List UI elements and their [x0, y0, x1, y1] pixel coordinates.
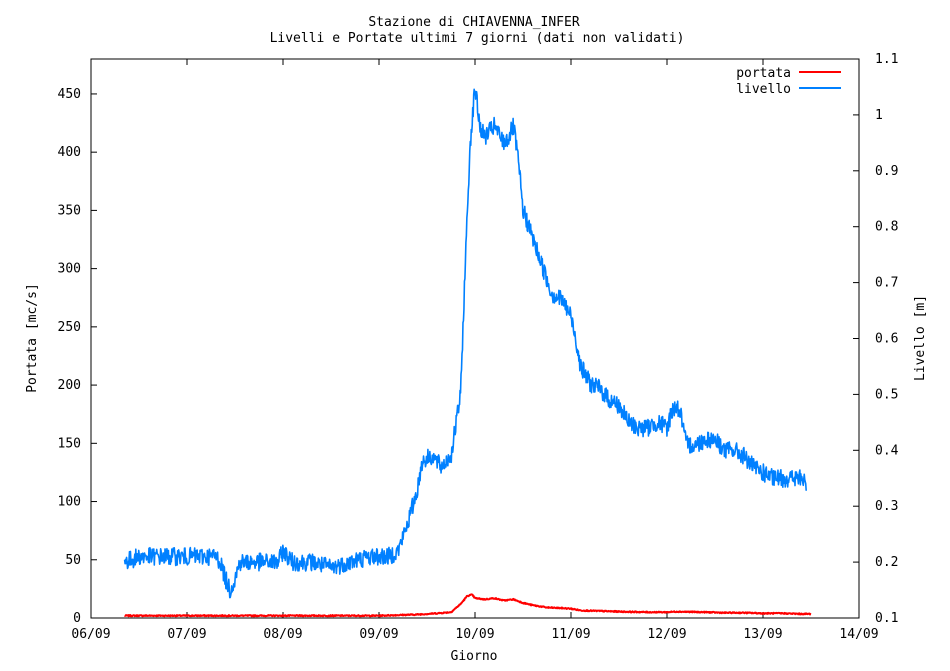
x-axis: 06/09 07/09 08/09 09/09 10/09 11/09 12/09 13/09…: [71, 59, 879, 642]
y-left-tick-label: 350: [58, 203, 81, 218]
x-tick-label: 07/09: [167, 627, 206, 642]
y-right-tick-label: 0.1: [875, 611, 898, 626]
x-axis-label: Giorno: [451, 649, 498, 664]
series-layer: [123, 88, 812, 618]
y-axis-right: 0.1 0.2 0.3 0.4 0.5 0.6 0.7 0.8 0.9 1 1.1: [853, 52, 899, 626]
x-tick-label: 12/09: [647, 627, 686, 642]
y-right-tick-label: 1.1: [875, 52, 898, 67]
y-right-tick-label: 0.3: [875, 499, 898, 514]
y-right-tick-label: 1: [875, 108, 883, 123]
x-tick-label: 08/09: [263, 627, 302, 642]
y-left-tick-label: 300: [58, 262, 81, 277]
series-line-portata: [124, 593, 812, 618]
x-tick-label: 09/09: [359, 627, 398, 642]
y-right-tick-label: 0.9: [875, 164, 898, 179]
y-right-tick-label: 0.8: [875, 220, 898, 235]
y-left-tick-label: 200: [58, 378, 81, 393]
legend-label-livello: livello: [736, 82, 791, 97]
chart-title: Stazione di CHIAVENNA_INFER: [368, 15, 579, 30]
y-left-tick-label: 150: [58, 436, 81, 451]
series-line-livello: [123, 88, 807, 599]
legend-label-portata: portata: [736, 66, 791, 81]
y-left-tick-label: 50: [65, 553, 81, 568]
y-right-tick-label: 0.2: [875, 555, 898, 570]
x-tick-label: 14/09: [839, 627, 878, 642]
x-tick-label: 06/09: [71, 627, 110, 642]
y-right-tick-label: 0.5: [875, 387, 898, 402]
chart-subtitle: Livelli e Portate ultimi 7 giorni (dati …: [270, 31, 685, 46]
y-axis-left: 0 50 100 150 200 250 300 350 400 450: [58, 87, 97, 626]
y-right-tick-label: 0.6: [875, 332, 898, 347]
y-left-tick-label: 450: [58, 87, 81, 102]
y-left-tick-label: 250: [58, 320, 81, 335]
y-right-tick-label: 0.7: [875, 276, 898, 291]
y-left-tick-label: 400: [58, 145, 81, 160]
y-right-tick-label: 0.4: [875, 443, 899, 458]
x-tick-label: 10/09: [455, 627, 494, 642]
y-axis-left-label: Portata [mc/s]: [25, 283, 40, 393]
x-tick-label: 13/09: [743, 627, 782, 642]
y-left-tick-label: 100: [58, 495, 81, 510]
y-left-tick-label: 0: [73, 611, 81, 626]
legend: portata livello: [736, 66, 841, 97]
x-tick-label: 11/09: [551, 627, 590, 642]
y-axis-right-label: Livello [m]: [913, 295, 928, 381]
